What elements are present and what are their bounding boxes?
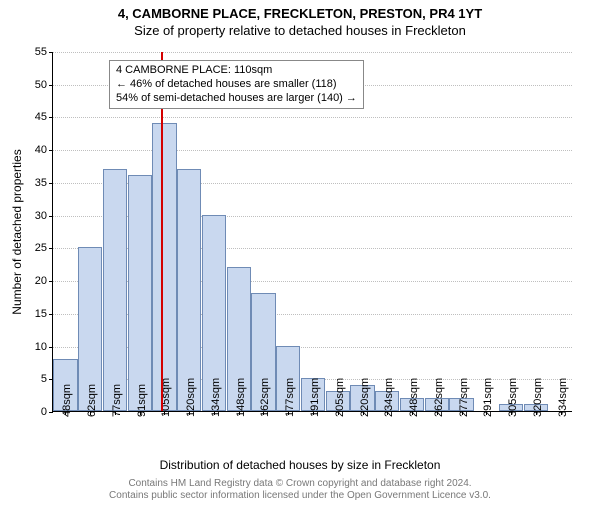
x-tick-label: 262sqm <box>433 378 445 417</box>
histogram-bar <box>152 123 176 411</box>
y-tick-label: 55 <box>35 46 47 58</box>
x-tick-mark <box>536 411 537 415</box>
y-tick-label: 40 <box>35 144 47 156</box>
annotation-line: ← 46% of detached houses are smaller (11… <box>116 78 357 92</box>
x-tick-mark <box>437 411 438 415</box>
x-tick-label: 234sqm <box>383 378 395 417</box>
x-tick-label: 120sqm <box>185 378 197 417</box>
gridline <box>53 117 572 118</box>
x-tick-mark <box>263 411 264 415</box>
x-tick-label: 291sqm <box>482 378 494 417</box>
annotation-box: 4 CAMBORNE PLACE: 110sqm← 46% of detache… <box>109 60 364 109</box>
x-tick-mark <box>90 411 91 415</box>
x-tick-label: 62sqm <box>86 384 98 417</box>
x-tick-mark <box>313 411 314 415</box>
histogram-bar <box>177 169 201 411</box>
x-tick-label: 305sqm <box>507 378 519 417</box>
x-tick-mark <box>387 411 388 415</box>
x-tick-label: 162sqm <box>259 378 271 417</box>
x-tick-label: 77sqm <box>111 384 123 417</box>
x-tick-mark <box>239 411 240 415</box>
y-tick-mark <box>49 216 53 217</box>
x-tick-label: 48sqm <box>61 384 73 417</box>
y-tick-mark <box>49 52 53 53</box>
annotation-line: 4 CAMBORNE PLACE: 110sqm <box>116 64 357 78</box>
y-axis-label: Number of detached properties <box>10 149 24 314</box>
y-tick-mark <box>49 150 53 151</box>
annotation-line: 54% of semi-detached houses are larger (… <box>116 92 357 106</box>
x-tick-mark <box>338 411 339 415</box>
x-tick-mark <box>164 411 165 415</box>
x-tick-label: 248sqm <box>408 378 420 417</box>
gridline <box>53 150 572 151</box>
y-tick-label: 30 <box>35 210 47 222</box>
y-tick-mark <box>49 281 53 282</box>
x-tick-label: 320sqm <box>532 378 544 417</box>
x-tick-mark <box>65 411 66 415</box>
x-tick-mark <box>561 411 562 415</box>
x-tick-mark <box>412 411 413 415</box>
x-tick-label: 191sqm <box>309 378 321 417</box>
histogram-bar <box>128 175 152 411</box>
chart-area: 051015202530354045505548sqm62sqm77sqm91s… <box>52 52 572 412</box>
y-tick-label: 25 <box>35 242 47 254</box>
y-tick-label: 50 <box>35 79 47 91</box>
y-tick-label: 20 <box>35 275 47 287</box>
footer-line-2: Contains public sector information licen… <box>0 490 600 502</box>
y-tick-label: 5 <box>41 373 47 385</box>
x-tick-label: 205sqm <box>334 378 346 417</box>
y-tick-mark <box>49 248 53 249</box>
y-tick-mark <box>49 347 53 348</box>
page-subtitle: Size of property relative to detached ho… <box>0 23 600 38</box>
x-tick-label: 277sqm <box>458 378 470 417</box>
y-tick-mark <box>49 85 53 86</box>
footer-attribution: Contains HM Land Registry data © Crown c… <box>0 478 600 502</box>
x-tick-label: 334sqm <box>557 378 569 417</box>
x-tick-mark <box>511 411 512 415</box>
x-axis-label: Distribution of detached houses by size … <box>0 458 600 472</box>
gridline <box>53 52 572 53</box>
page-title: 4, CAMBORNE PLACE, FRECKLETON, PRESTON, … <box>0 6 600 21</box>
histogram-bar <box>103 169 127 411</box>
x-tick-mark <box>115 411 116 415</box>
x-tick-mark <box>189 411 190 415</box>
x-tick-mark <box>462 411 463 415</box>
y-tick-label: 35 <box>35 177 47 189</box>
y-tick-mark <box>49 117 53 118</box>
footer-line-1: Contains HM Land Registry data © Crown c… <box>0 478 600 490</box>
y-tick-label: 10 <box>35 341 47 353</box>
x-tick-mark <box>363 411 364 415</box>
y-tick-mark <box>49 183 53 184</box>
y-tick-label: 15 <box>35 308 47 320</box>
x-tick-mark <box>486 411 487 415</box>
x-tick-label: 220sqm <box>359 378 371 417</box>
y-tick-label: 0 <box>41 406 47 418</box>
x-tick-mark <box>140 411 141 415</box>
y-tick-mark <box>49 314 53 315</box>
x-tick-label: 177sqm <box>284 378 296 417</box>
x-tick-label: 91sqm <box>136 384 148 417</box>
x-tick-mark <box>214 411 215 415</box>
x-tick-mark <box>288 411 289 415</box>
y-tick-mark <box>49 412 53 413</box>
x-tick-label: 148sqm <box>235 378 247 417</box>
plot-region: 051015202530354045505548sqm62sqm77sqm91s… <box>52 52 572 412</box>
y-tick-label: 45 <box>35 111 47 123</box>
x-tick-label: 134sqm <box>210 378 222 417</box>
